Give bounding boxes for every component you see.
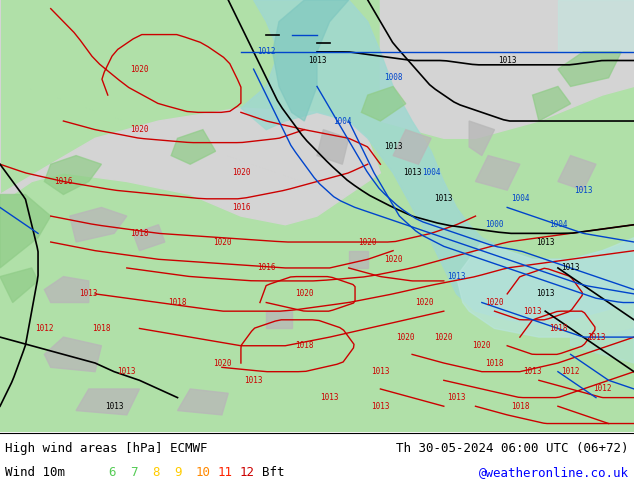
Text: 1013: 1013 xyxy=(523,367,542,376)
Polygon shape xyxy=(533,86,571,121)
Polygon shape xyxy=(380,0,634,138)
Polygon shape xyxy=(361,86,406,121)
Text: 1013: 1013 xyxy=(434,195,453,203)
Polygon shape xyxy=(476,156,520,190)
Text: Wind 10m: Wind 10m xyxy=(5,466,65,479)
Text: 1020: 1020 xyxy=(485,298,504,307)
Text: 1020: 1020 xyxy=(358,238,377,246)
Text: 1020: 1020 xyxy=(130,125,149,134)
Text: 1020: 1020 xyxy=(396,333,415,342)
Polygon shape xyxy=(558,52,621,86)
Text: 1004: 1004 xyxy=(422,169,441,177)
Text: 1004: 1004 xyxy=(548,220,567,229)
Text: 1013: 1013 xyxy=(371,367,390,376)
Text: 1013: 1013 xyxy=(536,290,555,298)
Text: 1013: 1013 xyxy=(117,367,136,376)
Text: 1013: 1013 xyxy=(447,272,466,281)
Text: 1013: 1013 xyxy=(523,307,542,316)
Polygon shape xyxy=(76,389,139,415)
Text: 1013: 1013 xyxy=(498,56,517,65)
Polygon shape xyxy=(171,130,216,164)
Polygon shape xyxy=(571,328,634,363)
Text: Th 30-05-2024 06:00 UTC (06+72): Th 30-05-2024 06:00 UTC (06+72) xyxy=(396,441,629,455)
Text: 7: 7 xyxy=(130,466,138,479)
Text: 1020: 1020 xyxy=(212,359,231,368)
Text: 1013: 1013 xyxy=(561,264,580,272)
Text: 1020: 1020 xyxy=(384,255,403,264)
Polygon shape xyxy=(178,389,228,415)
Text: 1004: 1004 xyxy=(333,117,352,125)
Text: 1004: 1004 xyxy=(510,195,529,203)
Polygon shape xyxy=(241,0,634,324)
Text: 1013: 1013 xyxy=(244,376,263,385)
Text: @weatheronline.co.uk: @weatheronline.co.uk xyxy=(479,466,629,479)
Polygon shape xyxy=(44,276,89,302)
Text: 12: 12 xyxy=(240,466,255,479)
Polygon shape xyxy=(469,121,495,156)
Polygon shape xyxy=(44,156,101,195)
Text: 1018: 1018 xyxy=(168,298,187,307)
Text: 1018: 1018 xyxy=(130,229,149,238)
Text: 11: 11 xyxy=(218,466,233,479)
Text: 1013: 1013 xyxy=(105,402,124,411)
Text: 1013: 1013 xyxy=(307,56,327,65)
Text: 10: 10 xyxy=(196,466,211,479)
Polygon shape xyxy=(44,337,101,372)
Text: 1013: 1013 xyxy=(403,169,422,177)
Text: 1013: 1013 xyxy=(79,290,98,298)
Text: 1012: 1012 xyxy=(561,367,580,376)
Text: 6: 6 xyxy=(108,466,115,479)
Polygon shape xyxy=(266,311,292,328)
Text: 1013: 1013 xyxy=(320,393,339,402)
Bar xyxy=(558,0,634,52)
Text: 1016: 1016 xyxy=(257,264,276,272)
Text: 1018: 1018 xyxy=(92,324,111,333)
Text: 1020: 1020 xyxy=(434,333,453,342)
Text: 1020: 1020 xyxy=(212,238,231,246)
Text: 1013: 1013 xyxy=(574,186,593,195)
Text: 1012: 1012 xyxy=(257,48,276,56)
Text: 1008: 1008 xyxy=(384,74,403,82)
Polygon shape xyxy=(133,225,165,251)
Text: 8: 8 xyxy=(152,466,160,479)
Text: 1018: 1018 xyxy=(510,402,529,411)
Polygon shape xyxy=(0,195,51,268)
Text: 1013: 1013 xyxy=(586,333,605,342)
Text: 9: 9 xyxy=(174,466,181,479)
Text: 1016: 1016 xyxy=(54,177,73,186)
Text: Bft: Bft xyxy=(262,466,285,479)
Text: 1020: 1020 xyxy=(415,298,434,307)
Text: 1020: 1020 xyxy=(130,65,149,74)
Polygon shape xyxy=(558,156,596,190)
Text: 1013: 1013 xyxy=(371,402,390,411)
Text: 1013: 1013 xyxy=(384,143,403,151)
Polygon shape xyxy=(317,130,349,164)
Text: 1016: 1016 xyxy=(231,203,250,212)
Polygon shape xyxy=(456,238,634,337)
Polygon shape xyxy=(0,268,38,302)
Polygon shape xyxy=(0,0,380,225)
Text: 1018: 1018 xyxy=(295,341,314,350)
Text: 1020: 1020 xyxy=(295,290,314,298)
Polygon shape xyxy=(393,130,431,164)
Text: 1012: 1012 xyxy=(593,385,612,393)
Text: 1020: 1020 xyxy=(472,341,491,350)
Polygon shape xyxy=(349,251,368,268)
Text: 1018: 1018 xyxy=(548,324,567,333)
Text: High wind areas [hPa] ECMWF: High wind areas [hPa] ECMWF xyxy=(5,441,207,455)
Text: 1000: 1000 xyxy=(485,220,504,229)
Polygon shape xyxy=(70,207,127,242)
Text: 1013: 1013 xyxy=(447,393,466,402)
Text: 1012: 1012 xyxy=(35,324,54,333)
Polygon shape xyxy=(273,0,349,121)
Text: 1013: 1013 xyxy=(536,238,555,246)
Text: 1018: 1018 xyxy=(485,359,504,368)
Text: 1020: 1020 xyxy=(231,169,250,177)
